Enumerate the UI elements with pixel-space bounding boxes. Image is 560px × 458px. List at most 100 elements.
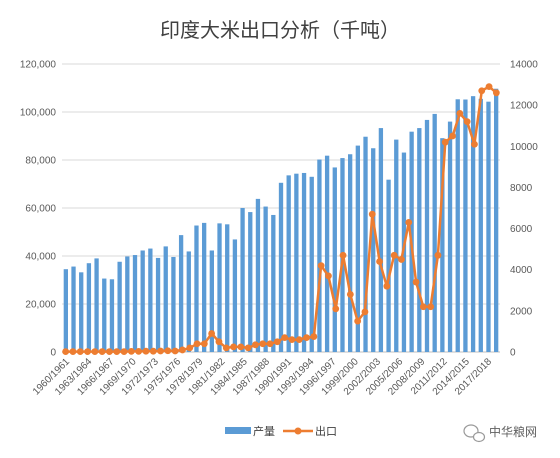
export-point	[485, 83, 493, 91]
export-point	[478, 87, 486, 95]
production-bar	[155, 257, 161, 352]
legend-label-export: 出口	[315, 424, 337, 438]
left-axis-ticks: 0 20,000 40,000 60,000 80,000 100,000 120,000	[20, 60, 57, 359]
production-bar	[186, 251, 191, 352]
y-left-tick-label: 80,000	[25, 156, 56, 167]
export-point	[222, 344, 230, 352]
production-bar	[363, 136, 368, 352]
production-bar	[163, 246, 168, 352]
export-point	[149, 347, 157, 355]
export-point	[383, 282, 391, 290]
y-right-tick-label: 4000	[510, 265, 533, 276]
production-bar	[278, 182, 284, 352]
production-bar	[432, 113, 437, 352]
export-point	[244, 344, 252, 352]
export-point	[69, 348, 77, 355]
export-point	[76, 348, 84, 355]
export-point	[325, 272, 332, 280]
production-bar	[332, 167, 337, 352]
production-bar	[317, 159, 322, 352]
y-right-tick-label: 10000	[510, 142, 538, 153]
production-bar	[86, 263, 92, 352]
y-right-tick-label: 8000	[510, 183, 533, 194]
production-bar	[171, 256, 176, 352]
production-bar	[178, 235, 184, 352]
production-bar	[248, 212, 253, 352]
export-point	[84, 348, 91, 355]
production-bar	[194, 225, 199, 352]
export-point	[215, 338, 223, 346]
production-bar	[271, 214, 276, 352]
production-bar	[232, 239, 238, 352]
y-left-tick-label: 60,000	[25, 204, 56, 215]
production-bar	[371, 148, 376, 352]
production-bar	[140, 250, 145, 352]
legend: 产量 出口	[225, 424, 337, 438]
export-point	[98, 348, 106, 355]
export-point	[398, 256, 405, 263]
y-right-tick-label: 2000	[510, 306, 533, 317]
y-right-tick-label: 12000	[510, 101, 538, 112]
export-point	[317, 262, 325, 269]
export-point	[361, 308, 369, 316]
export-point	[266, 340, 274, 348]
production-bar	[463, 99, 468, 353]
export-point	[120, 348, 128, 355]
production-bar	[447, 121, 453, 352]
export-point	[463, 118, 471, 125]
right-axis-ticks: 0 2000 4000 6000 8000 10000 12000 14000	[510, 60, 538, 359]
legend-label-production: 产量	[253, 424, 275, 438]
production-bar	[63, 269, 68, 352]
production-bar	[148, 248, 153, 352]
production-bar	[486, 101, 491, 353]
production-bar	[478, 98, 483, 352]
export-point	[376, 258, 383, 265]
export-point	[303, 334, 310, 341]
production-bar	[255, 198, 261, 352]
export-point	[252, 341, 259, 349]
export-point	[113, 348, 121, 355]
export-point	[434, 251, 442, 259]
export-point	[171, 347, 179, 355]
production-bar	[217, 223, 222, 352]
export-point	[332, 305, 340, 313]
export-point	[295, 336, 303, 344]
export-point	[91, 348, 99, 355]
production-bar	[225, 224, 230, 352]
production-bar	[386, 179, 391, 352]
production-bar	[309, 176, 314, 352]
production-bar	[102, 278, 107, 352]
production-bar	[71, 266, 76, 352]
export-point	[259, 340, 267, 348]
y-left-tick-label: 100,000	[20, 108, 57, 119]
production-bar	[301, 172, 307, 352]
export-point	[237, 343, 245, 351]
export-point	[142, 347, 150, 355]
y-left-tick-label: 120,000	[20, 60, 57, 71]
legend-marker-export	[294, 427, 302, 435]
watermark-text: 中华粮网	[489, 424, 537, 439]
export-point	[339, 251, 347, 259]
export-point	[346, 291, 354, 298]
export-point	[405, 219, 413, 226]
export-point	[390, 251, 398, 259]
export-point	[157, 347, 164, 355]
production-bar	[440, 138, 445, 352]
production-bar	[348, 154, 353, 352]
production-bar	[286, 175, 291, 352]
production-bar	[240, 208, 245, 352]
production-bar	[324, 155, 330, 352]
export-line	[62, 83, 500, 355]
export-point	[471, 140, 478, 148]
export-point	[310, 333, 318, 340]
watermark: 中华粮网	[463, 424, 537, 443]
export-point	[273, 338, 281, 346]
production-bar	[470, 96, 476, 352]
production-bar	[117, 261, 122, 352]
production-bar	[394, 139, 399, 352]
production-bar	[455, 99, 460, 352]
production-bar	[202, 222, 207, 352]
y-left-tick-label: 0	[50, 348, 56, 359]
export-point	[230, 343, 237, 351]
